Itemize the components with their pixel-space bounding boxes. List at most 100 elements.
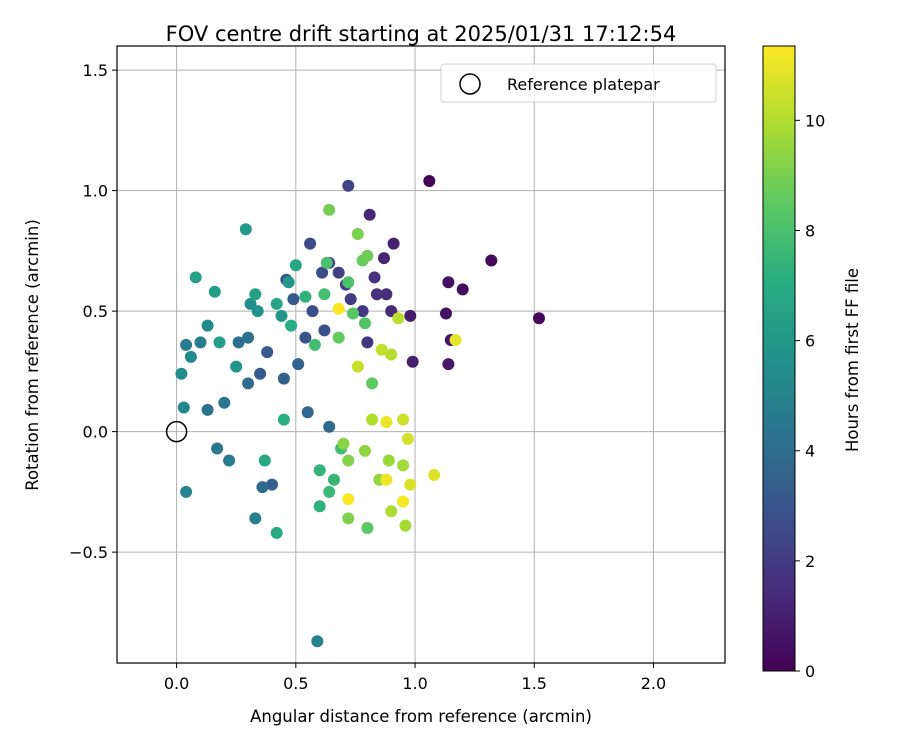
data-point xyxy=(449,334,462,346)
y-tick-label: −0.5 xyxy=(69,543,108,562)
data-point xyxy=(306,305,319,318)
data-point xyxy=(299,290,312,303)
data-point xyxy=(397,413,410,426)
data-point xyxy=(316,266,329,279)
data-point xyxy=(342,276,355,289)
data-point xyxy=(361,249,374,262)
data-point xyxy=(351,228,364,240)
y-axis-label: Rotation from reference (arcmin) xyxy=(23,219,42,491)
y-tick-label: 0.0 xyxy=(83,423,108,442)
x-tick-label: 1.5 xyxy=(522,674,547,693)
data-point xyxy=(277,413,290,426)
data-point xyxy=(201,403,214,416)
data-point xyxy=(342,512,355,525)
data-point xyxy=(232,336,245,349)
x-tick-label: 1.0 xyxy=(402,674,427,693)
data-point xyxy=(387,237,400,250)
colorbar-label: Hours from first FF file xyxy=(843,268,862,452)
data-point xyxy=(180,485,193,498)
data-point xyxy=(342,179,355,192)
data-point xyxy=(301,406,314,419)
plot-frame xyxy=(116,45,726,664)
colorbar-tick-label: 10 xyxy=(805,111,825,130)
data-point xyxy=(277,372,290,385)
data-point xyxy=(404,478,417,491)
data-point xyxy=(318,324,331,337)
data-point xyxy=(332,331,345,344)
data-point xyxy=(313,500,326,513)
data-point xyxy=(406,355,419,368)
legend: Reference platepar xyxy=(440,63,717,103)
data-point xyxy=(323,485,336,498)
data-point xyxy=(456,283,469,296)
data-point xyxy=(423,175,436,187)
data-point xyxy=(332,302,345,315)
data-point xyxy=(401,432,414,445)
legend-label-reference: Reference platepar xyxy=(507,75,660,94)
data-point xyxy=(368,271,381,284)
data-point xyxy=(249,512,262,525)
x-axis-ticks: 0.0 0.5 1.0 1.5 2.0 xyxy=(164,663,666,693)
data-point xyxy=(385,348,398,361)
data-point xyxy=(292,358,305,371)
data-point xyxy=(270,526,283,539)
legend-box xyxy=(440,63,717,103)
data-point xyxy=(258,454,271,467)
data-point xyxy=(261,346,274,359)
data-point xyxy=(256,481,269,494)
data-point xyxy=(318,288,331,301)
data-point xyxy=(242,377,255,390)
data-point xyxy=(356,305,369,318)
data-point xyxy=(342,454,355,467)
data-point xyxy=(320,256,333,269)
data-point xyxy=(311,635,324,648)
y-tick-label: 0.5 xyxy=(83,302,108,321)
data-point xyxy=(380,473,393,486)
colorbar-tick-label: 0 xyxy=(805,662,815,681)
data-point xyxy=(397,459,410,472)
data-point xyxy=(285,319,298,332)
colorbar-ticks: 0 2 4 6 8 10 xyxy=(795,111,825,681)
data-point xyxy=(366,413,379,426)
data-point xyxy=(485,254,498,267)
data-point xyxy=(337,437,350,450)
data-point xyxy=(359,317,371,330)
y-tick-label: 1.0 xyxy=(83,182,108,201)
data-point xyxy=(382,454,395,467)
data-point xyxy=(347,307,359,320)
x-tick-label: 0.5 xyxy=(283,674,308,693)
data-point xyxy=(380,416,393,428)
data-point xyxy=(323,203,336,216)
data-point xyxy=(180,338,193,351)
colorbar: 0 2 4 6 8 10 Hours from first FF file xyxy=(762,45,862,681)
data-point xyxy=(249,288,262,301)
data-point xyxy=(194,336,207,349)
data-point xyxy=(440,307,452,320)
data-point xyxy=(266,478,278,491)
data-point xyxy=(218,396,231,409)
x-tick-label: 0.0 xyxy=(164,674,189,693)
data-point xyxy=(270,297,283,310)
y-axis-ticks: −0.5 0.0 0.5 1.0 1.5 xyxy=(69,61,117,562)
data-point xyxy=(361,336,374,349)
data-points xyxy=(175,175,545,648)
data-point xyxy=(359,444,371,457)
data-point xyxy=(208,285,221,298)
x-axis-label: Angular distance from reference (arcmin) xyxy=(250,707,592,726)
data-point xyxy=(533,312,545,325)
data-point xyxy=(313,464,326,477)
data-point xyxy=(299,331,312,344)
data-point xyxy=(177,401,190,414)
data-point xyxy=(175,367,188,380)
legend-marker-reference xyxy=(459,73,481,95)
data-point xyxy=(399,519,412,532)
data-point xyxy=(308,338,321,351)
data-point xyxy=(189,271,202,284)
data-point xyxy=(397,495,410,508)
data-point xyxy=(223,454,236,467)
data-point xyxy=(363,208,376,221)
data-point xyxy=(251,305,264,318)
gridlines xyxy=(117,46,725,663)
data-point xyxy=(242,331,255,344)
